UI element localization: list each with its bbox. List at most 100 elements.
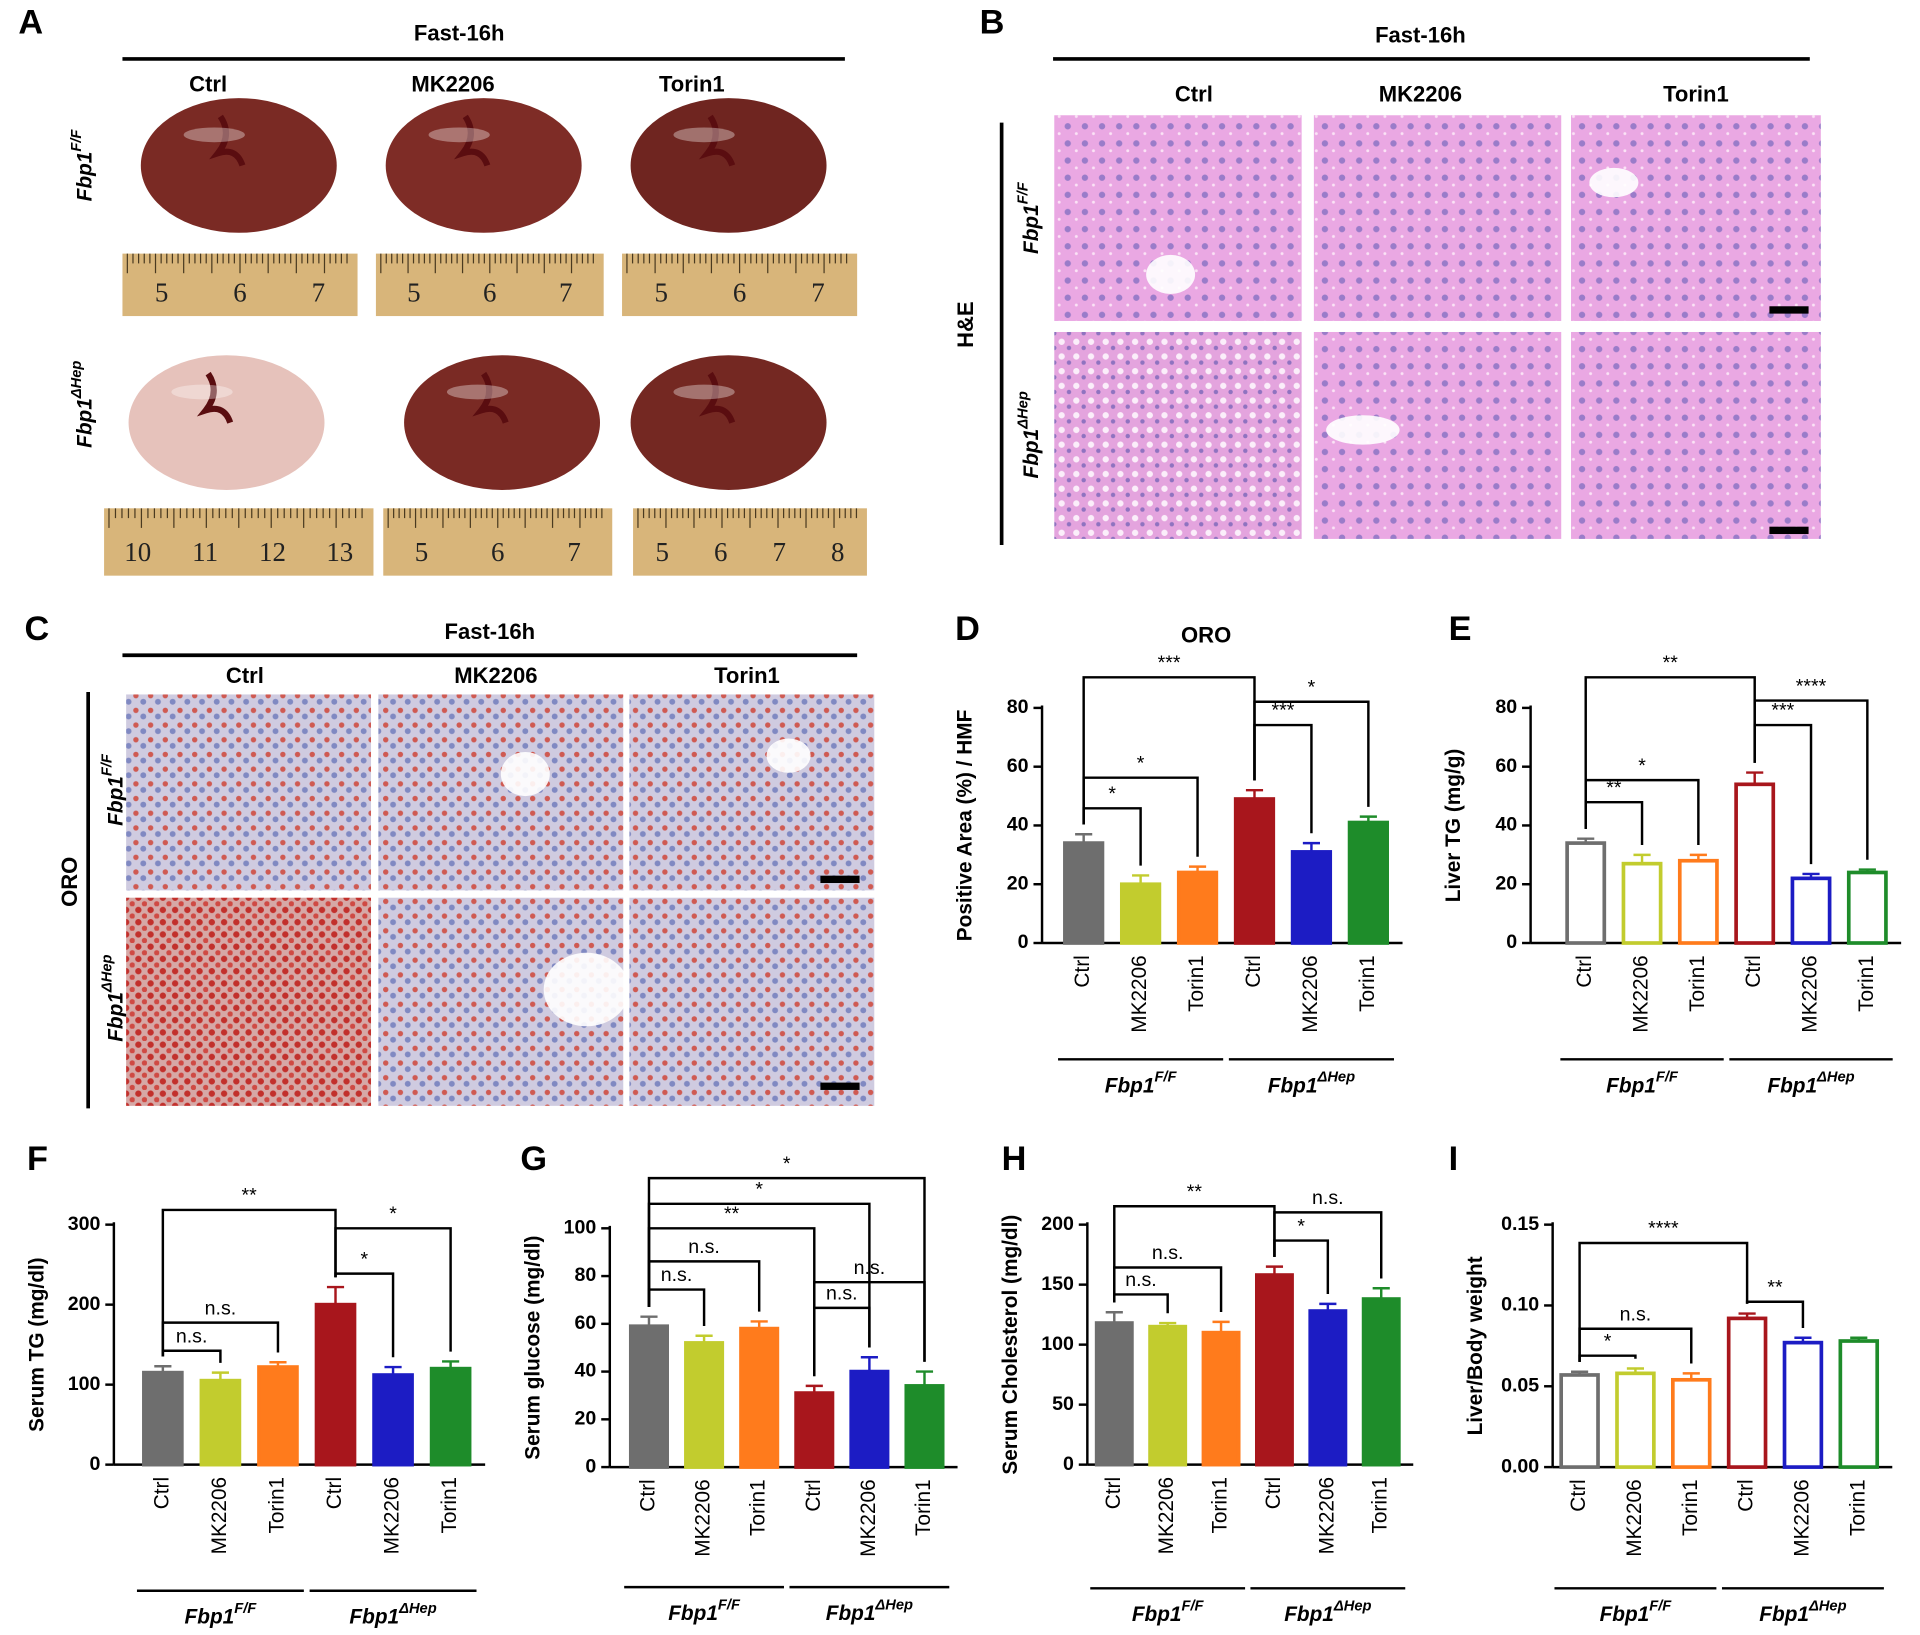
column-label: Torin1 xyxy=(714,663,780,688)
x-tick-label: MK2206 xyxy=(1630,955,1653,1032)
scale-bar xyxy=(820,875,860,884)
ruler-number: 7 xyxy=(773,537,786,567)
significance-label: * xyxy=(1308,676,1316,698)
error-bar xyxy=(915,1370,934,1386)
gene: Fbp1 xyxy=(826,1602,876,1625)
error-bar xyxy=(1682,1372,1700,1380)
x-tick-label: MK2206 xyxy=(1799,955,1822,1032)
liver-photo xyxy=(630,98,827,233)
superscript: ΔHep xyxy=(874,1597,913,1613)
significance-bracket xyxy=(813,1306,871,1377)
gene: Fbp1 xyxy=(1268,1074,1318,1097)
bar xyxy=(199,1378,242,1467)
panel-letter: B xyxy=(980,4,1005,42)
bar xyxy=(849,1369,890,1469)
liver-vessel xyxy=(454,114,491,167)
gene: Fbp1 xyxy=(1606,1074,1656,1097)
error-bar xyxy=(384,1365,402,1376)
error-bar xyxy=(1359,815,1377,823)
error-bar xyxy=(154,1365,172,1373)
gene: Fbp1 xyxy=(185,1605,235,1628)
significance-label: * xyxy=(755,1179,763,1201)
superscript: ΔHep xyxy=(1316,1070,1355,1086)
significance-label: *** xyxy=(1158,652,1181,674)
column-label: Ctrl xyxy=(1175,81,1213,106)
stain-label: ORO xyxy=(57,857,82,907)
significance-label: n.s. xyxy=(205,1297,237,1319)
ruler-number: 13 xyxy=(326,537,353,567)
x-tick-label: Torin1 xyxy=(747,1479,770,1536)
x-tick-label: Torin1 xyxy=(1846,1479,1869,1536)
bar xyxy=(1148,1324,1188,1467)
bar xyxy=(1254,1273,1294,1467)
superscript: ΔHep xyxy=(1333,1599,1372,1615)
y-tick-label: 100 xyxy=(68,1373,101,1395)
column-label: Ctrl xyxy=(226,663,264,688)
y-tick-label: 200 xyxy=(1041,1213,1074,1235)
bar xyxy=(1846,870,1888,945)
panel-letter: I xyxy=(1449,1140,1459,1178)
significance-label: n.s. xyxy=(826,1283,858,1305)
y-tick-label: 300 xyxy=(68,1213,101,1235)
liver-highlight xyxy=(446,384,509,400)
significance-label: n.s. xyxy=(1312,1187,1344,1209)
error-bar xyxy=(211,1371,229,1381)
y-tick-label: 0 xyxy=(1063,1453,1074,1475)
group-label: Fbp1F/F xyxy=(1105,1070,1178,1097)
group-label: Fbp1ΔHep xyxy=(349,1601,436,1628)
superscript: F/F xyxy=(100,753,116,776)
bar xyxy=(1347,820,1389,945)
bar xyxy=(1308,1309,1348,1467)
ruler-number: 5 xyxy=(155,277,168,307)
micrograph xyxy=(126,897,372,1106)
bar xyxy=(1559,1373,1600,1469)
significance-label: ** xyxy=(1187,1181,1203,1203)
bar xyxy=(1790,876,1832,945)
ruler-number: 5 xyxy=(656,537,669,567)
liver-vessel xyxy=(196,371,234,424)
superscript: F/F xyxy=(1656,1070,1679,1086)
bar xyxy=(904,1384,945,1469)
gene: Fbp1 xyxy=(73,152,96,202)
ruler-number: 11 xyxy=(192,537,218,567)
error-bar xyxy=(1159,1321,1177,1327)
x-tick-label: Torin1 xyxy=(1369,1477,1392,1534)
ruler-number: 12 xyxy=(259,537,286,567)
x-tick-label: MK2206 xyxy=(208,1477,231,1554)
significance-label: ** xyxy=(1606,777,1622,799)
y-tick-label: 40 xyxy=(575,1360,597,1382)
bar xyxy=(1361,1297,1401,1467)
x-tick-label: Torin1 xyxy=(1209,1477,1232,1534)
x-tick-label: Torin1 xyxy=(1686,955,1709,1012)
group-label: Fbp1ΔHep xyxy=(826,1597,913,1624)
significance-bracket xyxy=(647,1227,816,1377)
error-bar xyxy=(1319,1302,1337,1312)
gene: Fbp1 xyxy=(668,1602,718,1625)
gene: Fbp1 xyxy=(1132,1603,1182,1626)
column-label: MK2206 xyxy=(454,663,537,688)
error-bar xyxy=(805,1384,823,1394)
liver-photo xyxy=(404,355,600,490)
x-tick-label: Torin1 xyxy=(1185,955,1208,1012)
gene: Fbp1 xyxy=(1767,1074,1817,1097)
bar xyxy=(1671,1377,1712,1469)
ruler-number: 7 xyxy=(567,537,580,567)
ruler-number: 10 xyxy=(124,537,151,567)
panel-letter: C xyxy=(24,610,49,648)
bar xyxy=(257,1365,299,1467)
row-label: Fbp1F/F xyxy=(100,753,127,826)
gene: Fbp1 xyxy=(1020,429,1043,479)
bar xyxy=(1233,797,1276,945)
panel-header: Fast-16h xyxy=(444,619,535,644)
bar xyxy=(1063,841,1105,945)
x-tick-label: MK2206 xyxy=(857,1479,880,1556)
error-bar xyxy=(1738,1312,1756,1319)
significance-bracket xyxy=(1584,778,1700,846)
liver-vessel xyxy=(698,114,736,167)
row-label: Fbp1ΔHep xyxy=(69,361,96,448)
micrograph xyxy=(1571,115,1821,321)
column-label: MK2206 xyxy=(411,72,494,97)
x-tick-label: Torin1 xyxy=(1679,1479,1702,1536)
column-label: Ctrl xyxy=(189,72,227,97)
